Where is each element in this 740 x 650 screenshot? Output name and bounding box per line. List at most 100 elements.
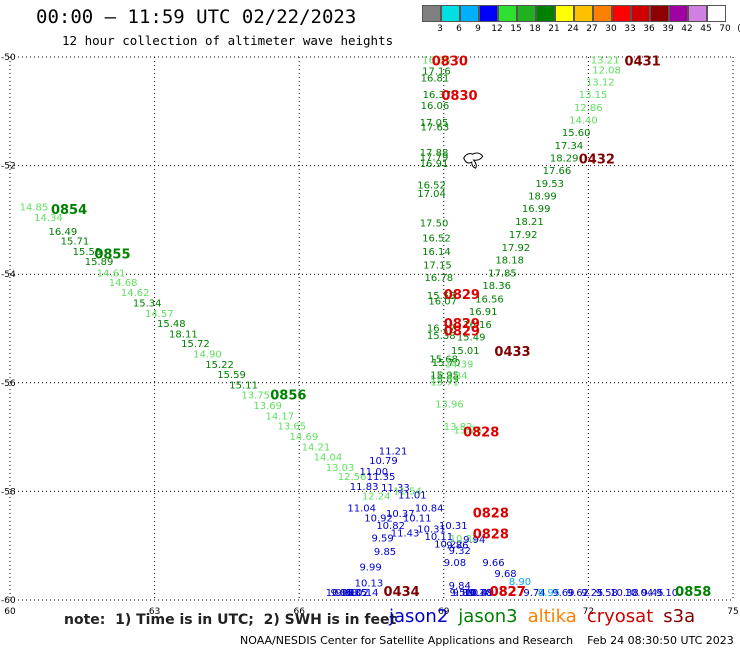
- wave-height-value: 12.86: [574, 103, 603, 114]
- colorbar-label: 70: [719, 24, 731, 34]
- wave-height-value: 17.66: [543, 166, 572, 177]
- y-tick-label: -58: [1, 487, 16, 497]
- wave-height-value: 13.69: [253, 401, 282, 412]
- wave-height-value: 18.99: [528, 191, 557, 202]
- wave-height-value: 13.15: [579, 90, 608, 101]
- wave-height-value: 14.68: [109, 278, 138, 289]
- pass-time-label: 0856: [270, 389, 306, 404]
- colorbar-swatch: [688, 5, 707, 22]
- wave-height-value: 10.14: [350, 588, 379, 599]
- wave-height-value: 9.10: [656, 588, 678, 599]
- y-tick-label: -54: [1, 270, 16, 280]
- wave-height-value: 17.04: [417, 189, 446, 200]
- wave-height-value: 11.01: [398, 491, 427, 502]
- wave-height-value: 9.51: [450, 588, 472, 599]
- wave-height-value: 13.21: [591, 56, 620, 67]
- colorbar-label: 3: [437, 24, 443, 34]
- wave-height-value: 11.21: [379, 447, 408, 458]
- pass-time-label: 0827: [490, 585, 526, 600]
- y-tick-label: -60: [1, 596, 16, 606]
- wave-height-value: 13.76: [453, 425, 482, 436]
- wave-height-value: 9.74: [523, 588, 545, 599]
- wave-height-value: 16.52: [417, 181, 446, 192]
- colorbar-swatch: [631, 5, 650, 22]
- wave-height-value: 17.79: [420, 152, 449, 163]
- colorbar-swatch: [517, 5, 536, 22]
- wave-height-value: 15.58: [73, 247, 102, 258]
- wave-height-value: 9.99: [359, 562, 381, 573]
- y-tick-label: -52: [1, 162, 16, 172]
- pass-time-label: 0828: [473, 506, 509, 521]
- pass-time-label: 0829: [444, 325, 480, 340]
- wave-height-value: 10.11: [403, 513, 432, 524]
- wave-height-value: 15.53: [427, 291, 456, 302]
- wave-height-value: 16.52: [422, 233, 451, 244]
- wave-height-value: 16.81: [421, 74, 450, 85]
- wave-height-value: 9.69: [552, 588, 574, 599]
- wave-height-value: 9.62: [567, 588, 589, 599]
- wave-height-value: 12.24: [362, 492, 391, 503]
- pass-time-label: 0830: [441, 89, 477, 104]
- colorbar-swatch: [574, 5, 593, 22]
- wave-height-value: 14.90: [193, 349, 222, 360]
- wave-height-value: 11.04: [347, 504, 376, 515]
- chart-subtitle: 12 hour collection of altimeter wave hei…: [62, 33, 394, 48]
- x-tick-label: 66: [293, 607, 305, 617]
- y-tick-label: -50: [1, 53, 16, 63]
- colorbar-label: 9: [475, 24, 481, 34]
- legend-entry: s3a: [663, 606, 696, 627]
- wave-height-value: 15.89: [85, 257, 114, 268]
- wave-height-value: 13.12: [586, 77, 615, 88]
- wave-height-value: 14.62: [121, 288, 150, 299]
- pass-time-label: 0434: [384, 585, 420, 600]
- pass-time-label: 0433: [494, 345, 530, 360]
- x-tick-label: 63: [149, 607, 160, 617]
- wave-height-value: 9.59: [372, 534, 394, 545]
- wave-height-value: 9.89: [452, 588, 474, 599]
- colorbar-swatch: [669, 5, 688, 22]
- wave-height-value: 8.95: [538, 588, 560, 599]
- wave-height-value: 17.92: [509, 230, 538, 241]
- wave-height-value: 18.11: [169, 329, 198, 340]
- wave-height-value: 14.61: [97, 269, 126, 280]
- wave-height-value: 15.71: [61, 237, 90, 248]
- wave-height-value: 11.35: [367, 472, 396, 483]
- wave-height-value: 15.01: [451, 346, 480, 357]
- colorbar-label: 24: [567, 24, 579, 34]
- wave-height-value: 16.56: [475, 295, 504, 306]
- wave-height-value: 9.68: [494, 569, 516, 580]
- wave-height-value: 13.84: [439, 371, 468, 382]
- colorbar-swatch: [536, 5, 555, 22]
- satellite-legend: jason2 jason3 altika cryosat s3a: [389, 606, 705, 627]
- wave-height-value: 14.69: [290, 432, 319, 443]
- colorbar-label: 27: [586, 24, 598, 34]
- wave-height-value: 9.85: [374, 547, 396, 558]
- colorbar-swatch: [555, 5, 574, 22]
- wave-height-value: 15.72: [181, 339, 210, 350]
- wave-height-value: 15.60: [562, 128, 591, 139]
- wave-height-value: 18.18: [495, 256, 524, 267]
- wave-height-value: 15.22: [205, 360, 234, 371]
- colorbar-label: 33: [624, 24, 636, 34]
- colorbar-swatch: [479, 5, 498, 22]
- pass-time-label: 0830: [432, 55, 468, 70]
- wave-height-value: 15.89: [430, 374, 459, 385]
- wave-height-value: 9.68: [335, 588, 357, 599]
- wave-height-value: 14.17: [265, 411, 294, 422]
- wave-height-value: 17.15: [423, 260, 452, 271]
- wave-height-value: 14.57: [145, 309, 174, 320]
- wave-height-value: 10.38: [610, 588, 639, 599]
- chart-title: 00:00 – 11:59 UTC 02/22/2023: [36, 6, 357, 28]
- wave-height-value: 12.56: [338, 472, 367, 483]
- wave-height-value: 8.90: [509, 577, 531, 588]
- wave-height-value: 13.03: [326, 463, 355, 474]
- wave-height-value: 14.40: [569, 115, 598, 126]
- wave-height-value: 19.53: [535, 179, 564, 190]
- wave-height-value: 10.22: [434, 540, 463, 551]
- pass-time-label: 0828: [473, 528, 509, 543]
- axis-tick-labels: 60 63 66 69 72 75 -50 -52 -54 -56 -58 -60: [1, 53, 739, 617]
- wave-height-value: 9.84: [449, 581, 471, 592]
- wave-height-value: 10.37: [386, 509, 415, 520]
- wave-height-value: 13.96: [435, 399, 464, 410]
